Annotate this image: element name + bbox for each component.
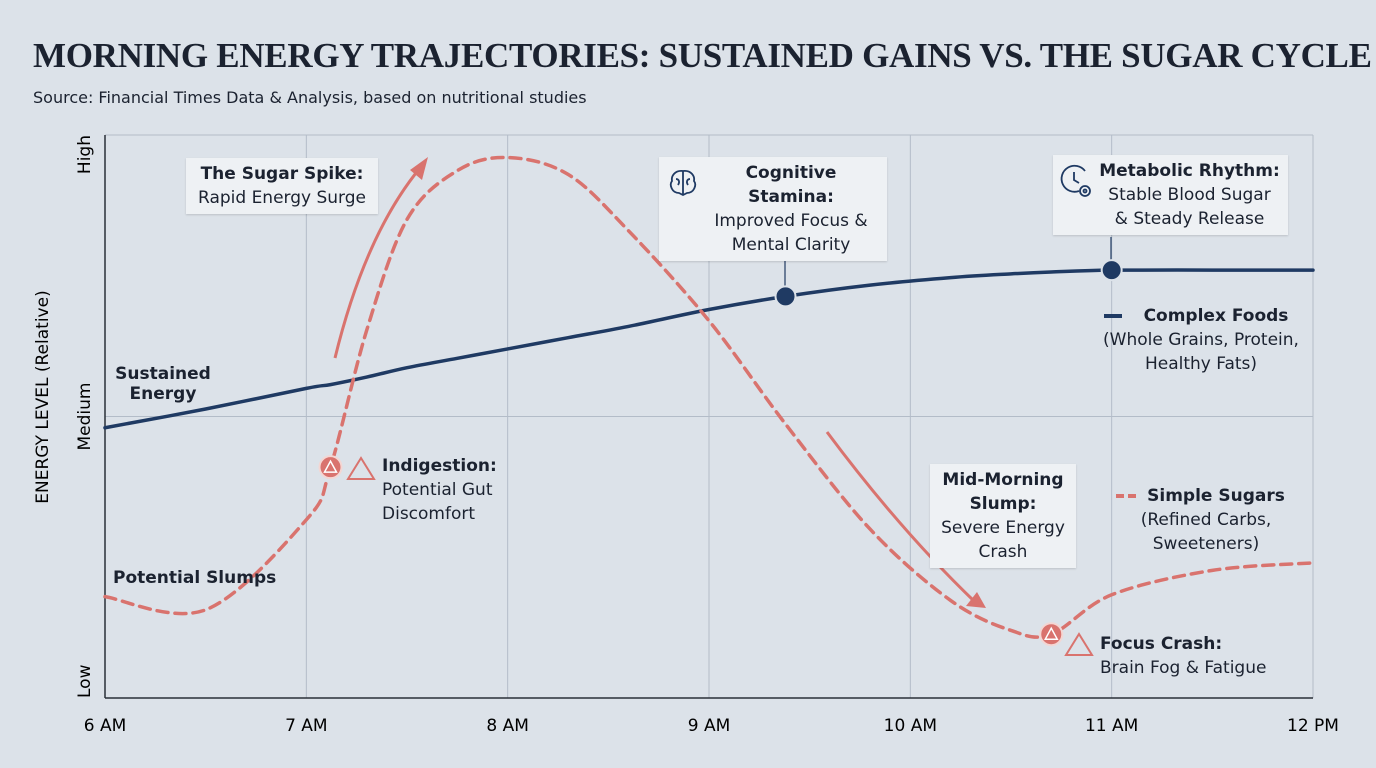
y-tick-label: High	[75, 135, 95, 174]
annotation-title: Mid-Morning Slump:	[942, 470, 1064, 514]
annotation-text: Potential Gut Discomfort	[382, 480, 493, 524]
legend-entry: Simple Sugars (Refined Carbs, Sweeteners…	[1126, 484, 1286, 556]
x-tick-label: 6 AM	[84, 716, 127, 736]
legend-entry: Complex Foods (Whole Grains, Protein, He…	[1096, 304, 1306, 376]
annotation-text: Improved Focus & Mental Clarity	[714, 211, 868, 255]
x-tick-label: 10 AM	[884, 716, 937, 736]
point-marker	[774, 285, 797, 308]
annotation-title: Focus Crash:	[1100, 634, 1223, 654]
arrows	[333, 167, 977, 604]
y-tick-label: Medium	[75, 383, 95, 451]
arrow	[333, 167, 422, 359]
legend-label: Simple Sugars	[1147, 486, 1285, 506]
y-axis-label: ENERGY LEVEL (Relative)	[33, 290, 53, 503]
legend-description: (Refined Carbs, Sweeteners)	[1140, 510, 1272, 554]
annotation-text: Rapid Energy Surge	[198, 188, 366, 208]
x-tick-label: 8 AM	[486, 716, 529, 736]
annotation: The Sugar Spike: Rapid Energy Surge	[186, 158, 378, 214]
chart-subtitle: Source: Financial Times Data & Analysis,…	[33, 88, 587, 107]
arrow-head	[966, 592, 986, 608]
annotation-title: Indigestion:	[382, 456, 497, 476]
annotation-title: Cognitive Stamina:	[745, 163, 837, 207]
curve-label: Potential Slumps	[113, 568, 277, 588]
legend-label: Complex Foods	[1143, 306, 1289, 326]
annotation: Mid-Morning Slump: Severe Energy Crash	[930, 464, 1076, 568]
annotation-title: The Sugar Spike:	[200, 164, 364, 184]
curve-label: Sustained Energy	[115, 364, 211, 404]
annotation: Indigestion: Potential Gut Discomfort	[382, 454, 512, 526]
clock-gear-icon	[1060, 164, 1091, 197]
warning-icon	[346, 456, 376, 480]
chart-title: MORNING ENERGY TRAJECTORIES: SUSTAINED G…	[33, 36, 1372, 75]
annotation: Cognitive Stamina: Improved Focus & Ment…	[659, 157, 887, 261]
arrow-head	[410, 157, 428, 180]
warning-marker	[1039, 622, 1064, 647]
x-tick-label: 11 AM	[1085, 716, 1138, 736]
annotation-title: Metabolic Rhythm:	[1099, 161, 1280, 181]
x-tick-label: 9 AM	[688, 716, 731, 736]
x-tick-label: 7 AM	[285, 716, 328, 736]
y-tick-label: Low	[75, 664, 95, 698]
annotation: Metabolic Rhythm: Stable Blood Sugar & S…	[1053, 155, 1288, 235]
point-marker	[1100, 259, 1123, 282]
annotation: Focus Crash: Brain Fog & Fatigue	[1100, 632, 1290, 680]
warning-icons	[346, 456, 1094, 656]
warning-marker	[318, 455, 343, 480]
annotation-text: Severe Energy Crash	[941, 518, 1065, 562]
warning-glyph	[1044, 626, 1059, 640]
annotation-text: Brain Fog & Fatigue	[1100, 658, 1267, 678]
series-layer	[103, 155, 1315, 647]
annotation-text: Stable Blood Sugar & Steady Release	[1108, 185, 1271, 229]
brain-icon	[669, 170, 697, 197]
warning-glyph	[323, 459, 338, 473]
series-line	[103, 268, 1315, 430]
warning-icon	[1064, 632, 1094, 656]
legend-description: (Whole Grains, Protein, Healthy Fats)	[1103, 330, 1299, 374]
x-tick-label: 12 PM	[1287, 716, 1339, 736]
arrow	[825, 431, 977, 604]
